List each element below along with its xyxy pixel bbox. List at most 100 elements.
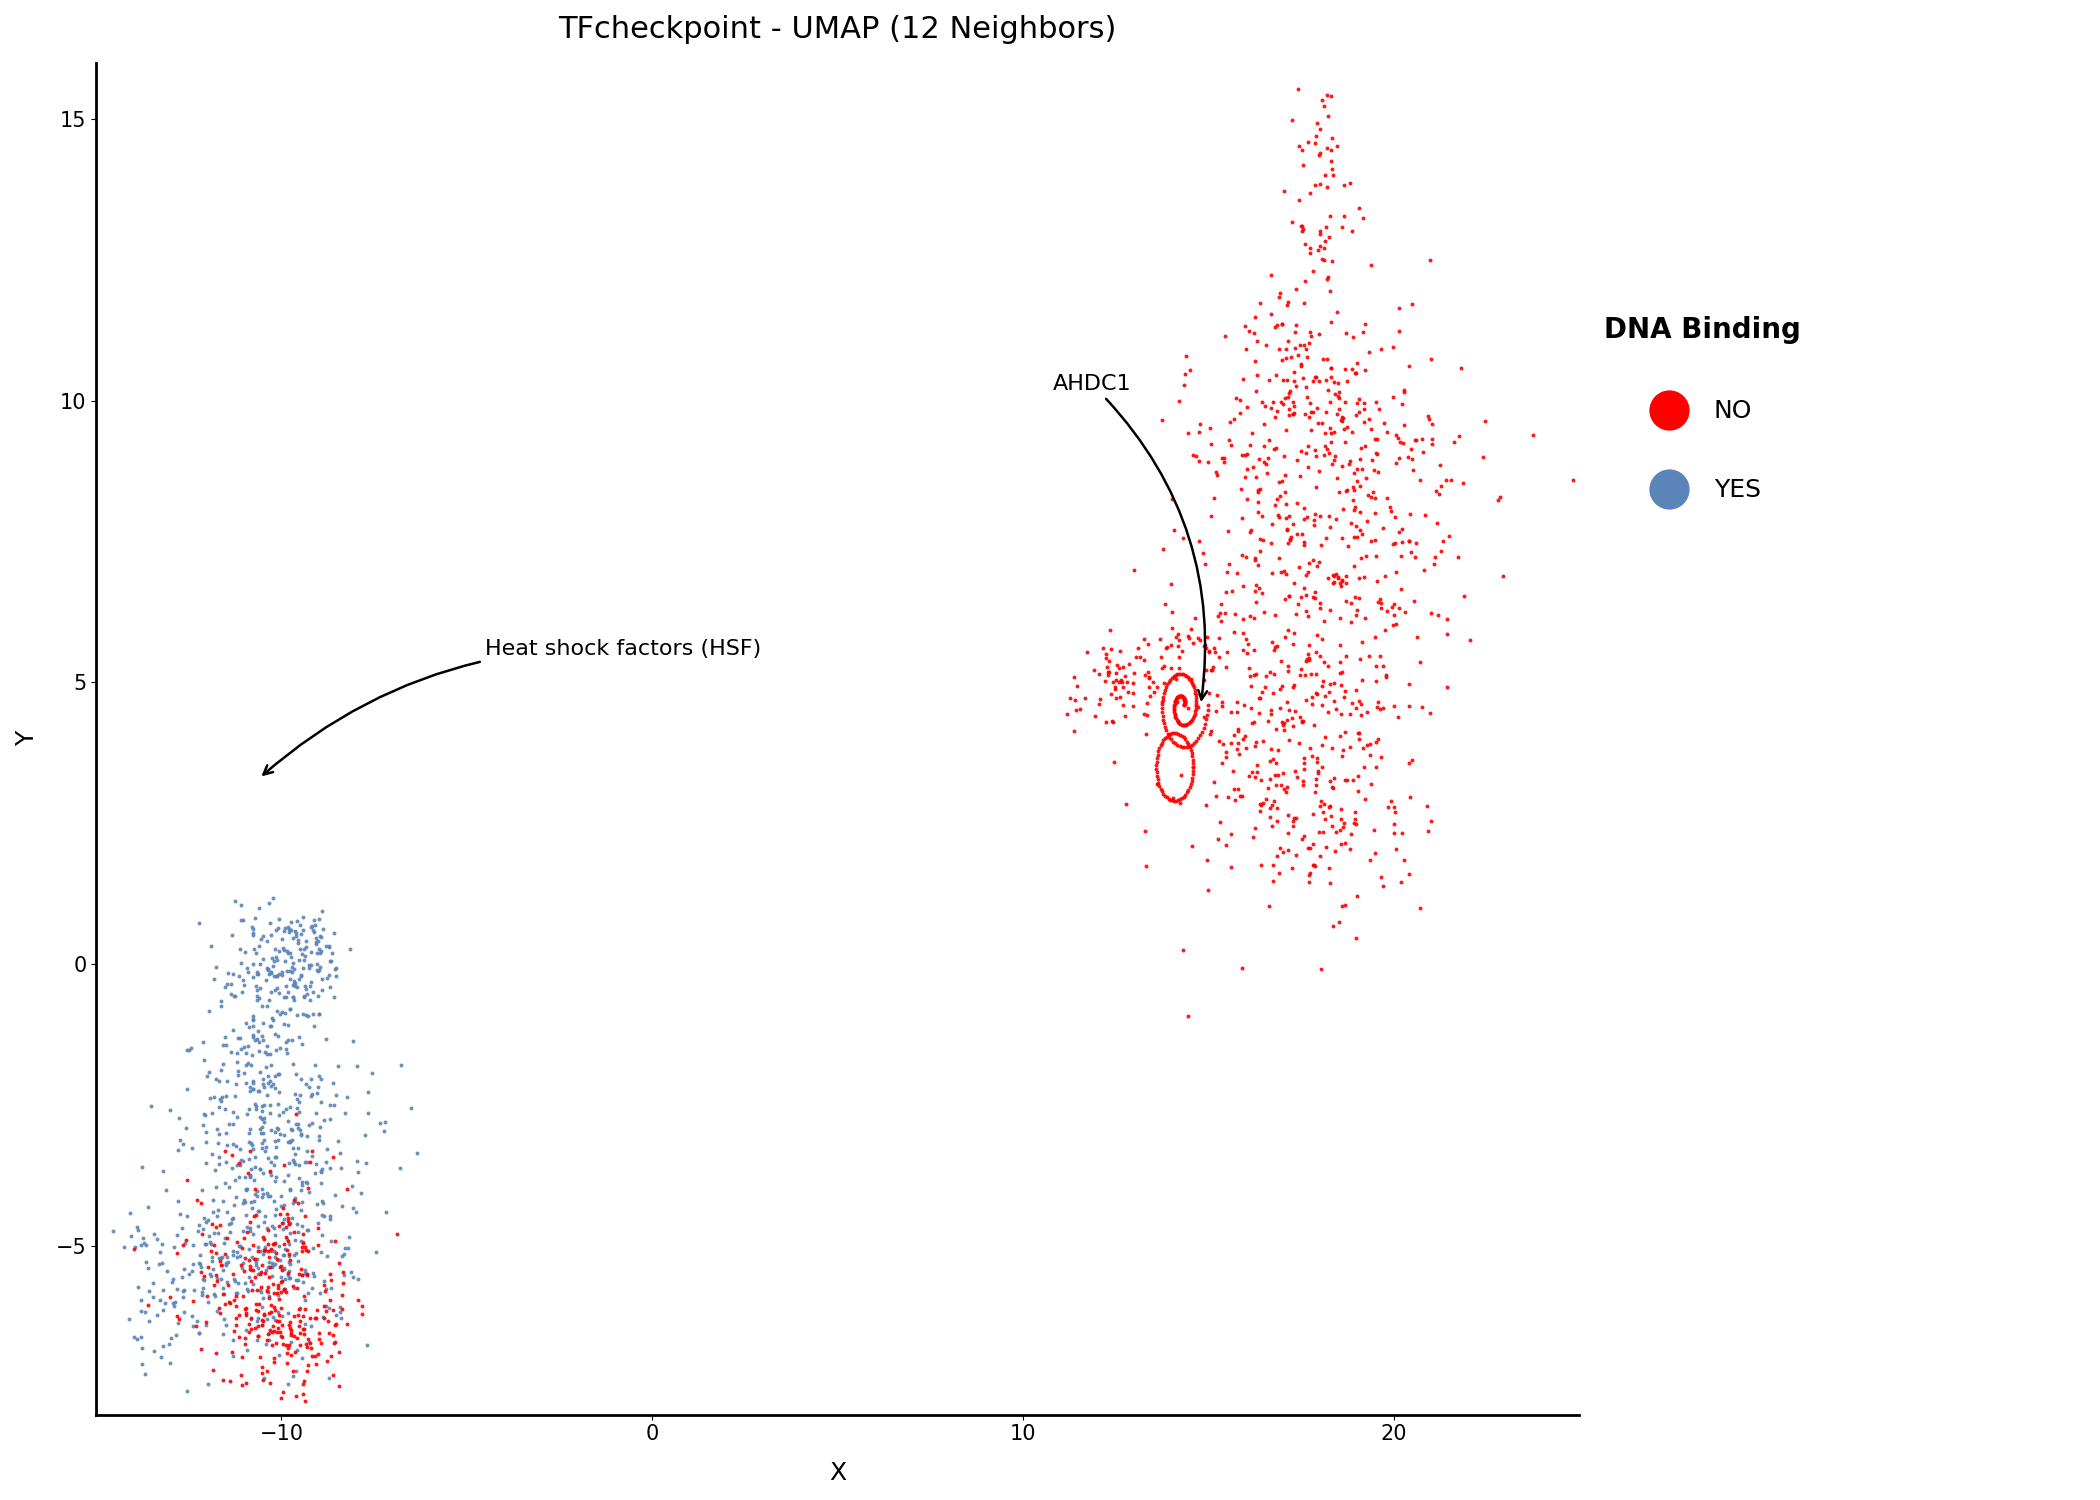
Point: [1359, 626, 1392, 650]
Point: [1054, 686, 1088, 709]
Point: [302, 984, 336, 1008]
Point: [1228, 336, 1262, 360]
Point: [216, 1143, 250, 1167]
Point: [239, 1298, 273, 1322]
Point: [258, 1298, 292, 1322]
Point: [145, 1346, 178, 1370]
Point: [286, 1263, 319, 1287]
Point: [233, 1096, 267, 1120]
Point: [1348, 433, 1382, 457]
Point: [265, 1258, 298, 1282]
Point: [136, 1270, 170, 1294]
Point: [1256, 390, 1289, 414]
Point: [1170, 780, 1203, 804]
Point: [174, 1035, 208, 1059]
Point: [1315, 158, 1348, 182]
Point: [1247, 528, 1281, 552]
Point: [162, 1305, 195, 1329]
Point: [1201, 645, 1235, 669]
Point: [1191, 878, 1224, 902]
Point: [197, 1233, 231, 1257]
Point: [225, 909, 258, 933]
Point: [279, 1062, 313, 1086]
Point: [1292, 648, 1325, 672]
Point: [1342, 778, 1376, 802]
Point: [1250, 675, 1283, 699]
Point: [227, 1060, 260, 1084]
Point: [1321, 567, 1355, 591]
Point: [183, 1322, 216, 1346]
Point: [1369, 664, 1403, 688]
Point: [1168, 688, 1201, 712]
Point: [1262, 483, 1296, 507]
Point: [269, 1226, 302, 1250]
Point: [260, 1246, 294, 1270]
Point: [315, 1364, 349, 1388]
Point: [1292, 646, 1325, 670]
Point: [1159, 789, 1193, 813]
Point: [1193, 416, 1226, 440]
Point: [1239, 548, 1273, 572]
Point: [185, 1260, 218, 1284]
Point: [1191, 450, 1224, 474]
Point: [235, 918, 269, 942]
Point: [1111, 680, 1145, 703]
Point: [1292, 332, 1325, 356]
Point: [1186, 634, 1220, 658]
Point: [200, 1176, 233, 1200]
Point: [254, 1074, 288, 1098]
Point: [141, 1302, 174, 1326]
Point: [290, 936, 323, 960]
Point: [1298, 172, 1331, 196]
Point: [1298, 509, 1331, 532]
Point: [248, 1092, 281, 1116]
Point: [1214, 730, 1247, 754]
Point: [254, 1042, 288, 1066]
Point: [1296, 258, 1329, 282]
Point: [193, 1230, 227, 1254]
Point: [1378, 821, 1411, 844]
Point: [1140, 772, 1174, 796]
Point: [256, 1264, 290, 1288]
Point: [273, 1152, 307, 1176]
Point: [223, 1233, 256, 1257]
Point: [1283, 705, 1317, 729]
Point: [258, 1239, 292, 1263]
Point: [275, 1028, 309, 1051]
Point: [254, 1371, 288, 1395]
Point: [1260, 504, 1294, 528]
Point: [273, 940, 307, 964]
Point: [1394, 540, 1428, 564]
Point: [1294, 321, 1327, 345]
Point: [275, 960, 309, 984]
Point: [1260, 633, 1294, 657]
Point: [208, 1282, 242, 1306]
Point: [246, 1308, 279, 1332]
Point: [1279, 375, 1312, 399]
Point: [1220, 736, 1254, 760]
Point: [1210, 656, 1243, 680]
Point: [1243, 447, 1277, 471]
Point: [286, 1263, 319, 1287]
Point: [246, 1029, 279, 1053]
Point: [242, 1239, 275, 1263]
Point: [248, 1262, 281, 1286]
Point: [210, 1269, 244, 1293]
Point: [195, 1250, 229, 1274]
Point: [265, 1266, 298, 1290]
Point: [1197, 636, 1231, 660]
Point: [265, 1304, 298, 1328]
Point: [1157, 692, 1191, 715]
Point: [1300, 364, 1334, 388]
Point: [1163, 684, 1197, 708]
Point: [218, 984, 252, 1008]
Point: [304, 1172, 338, 1196]
Point: [1142, 774, 1176, 798]
Point: [170, 1077, 204, 1101]
Point: [1237, 606, 1270, 630]
Point: [281, 1026, 315, 1050]
Point: [281, 1112, 315, 1136]
Point: [166, 1280, 200, 1304]
Point: [1323, 650, 1357, 674]
Point: [1306, 792, 1340, 816]
